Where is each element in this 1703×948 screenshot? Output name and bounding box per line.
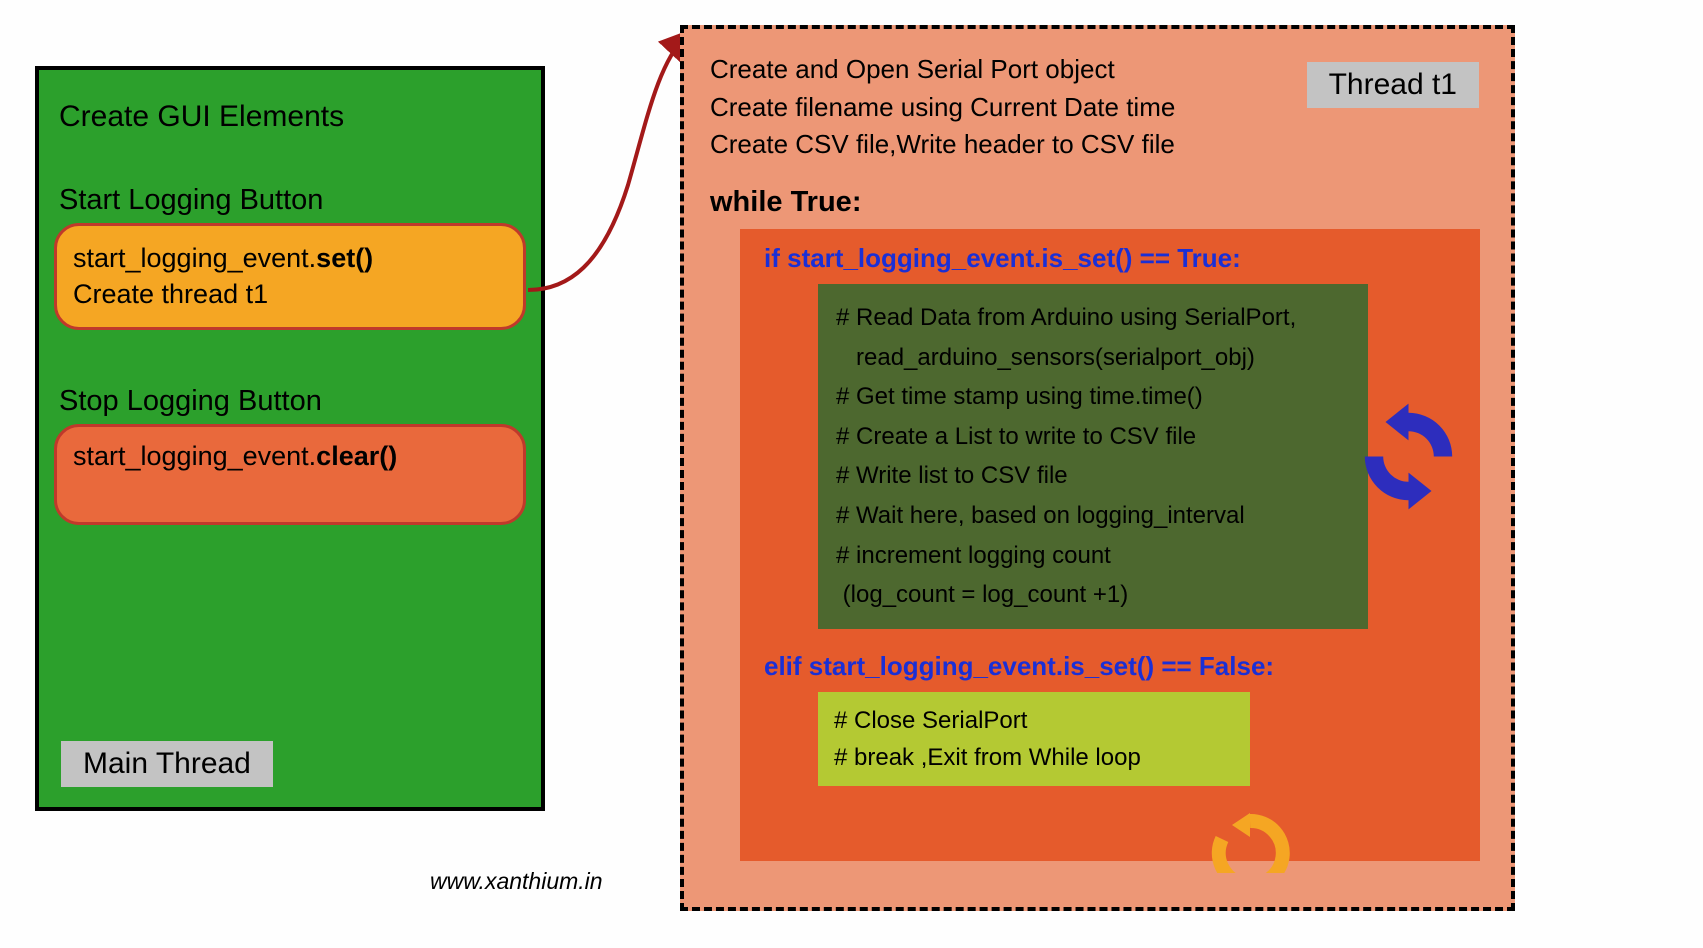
stop-code-line1a: start_logging_event.	[73, 441, 316, 471]
if-condition: if start_logging_event.is_set() == True:	[764, 243, 1462, 274]
if-line: # increment logging count	[836, 542, 1111, 569]
footer-url: www.xanthium.in	[430, 868, 603, 895]
main-heading: Create GUI Elements	[59, 100, 526, 134]
elif-body: # Close SerialPort # break ,Exit from Wh…	[818, 692, 1250, 786]
start-button-label: Start Logging Button	[59, 184, 526, 217]
start-logging-button[interactable]: start_logging_event.set() Create thread …	[54, 223, 526, 330]
if-line: read_arduino_sensors(serialport_obj)	[836, 344, 1255, 371]
if-line: (log_count = log_count +1)	[836, 581, 1128, 608]
init-line: Create filename using Current Date time	[710, 92, 1175, 122]
init-line: Create and Open Serial Port object	[710, 54, 1115, 84]
elif-line: # Close SerialPort	[834, 707, 1027, 734]
thread-t1-panel: Thread t1 Create and Open Serial Port ob…	[680, 25, 1515, 911]
if-line: # Create a List to write to CSV file	[836, 423, 1196, 450]
elif-condition: elif start_logging_event.is_set() == Fal…	[764, 651, 1462, 682]
init-line: Create CSV file,Write header to CSV file	[710, 129, 1175, 159]
loop-cycle-icon	[1351, 399, 1466, 514]
while-loop-body: if start_logging_event.is_set() == True:…	[740, 229, 1480, 861]
elif-line: # break ,Exit from While loop	[834, 744, 1141, 771]
while-true-label: while True:	[710, 186, 1485, 219]
stop-code-line1b: clear()	[316, 441, 397, 471]
if-line: # Get time stamp using time.time()	[836, 383, 1203, 410]
main-thread-panel: Create GUI Elements Start Logging Button…	[35, 66, 545, 811]
start-code-line1a: start_logging_event.	[73, 243, 316, 273]
if-line: # Read Data from Arduino using SerialPor…	[836, 304, 1296, 331]
thread-t1-tag: Thread t1	[1307, 62, 1479, 108]
start-code-line2: Create thread t1	[73, 279, 268, 309]
if-body: # Read Data from Arduino using SerialPor…	[818, 284, 1368, 629]
start-code-line1b: set()	[316, 243, 373, 273]
main-thread-tag: Main Thread	[61, 741, 273, 787]
stop-logging-button[interactable]: start_logging_event.clear()	[54, 424, 526, 525]
break-arrow-icon	[1210, 813, 1290, 873]
stop-button-label: Stop Logging Button	[59, 385, 526, 418]
if-line: # Write list to CSV file	[836, 462, 1068, 489]
if-line: # Wait here, based on logging_interval	[836, 502, 1245, 529]
